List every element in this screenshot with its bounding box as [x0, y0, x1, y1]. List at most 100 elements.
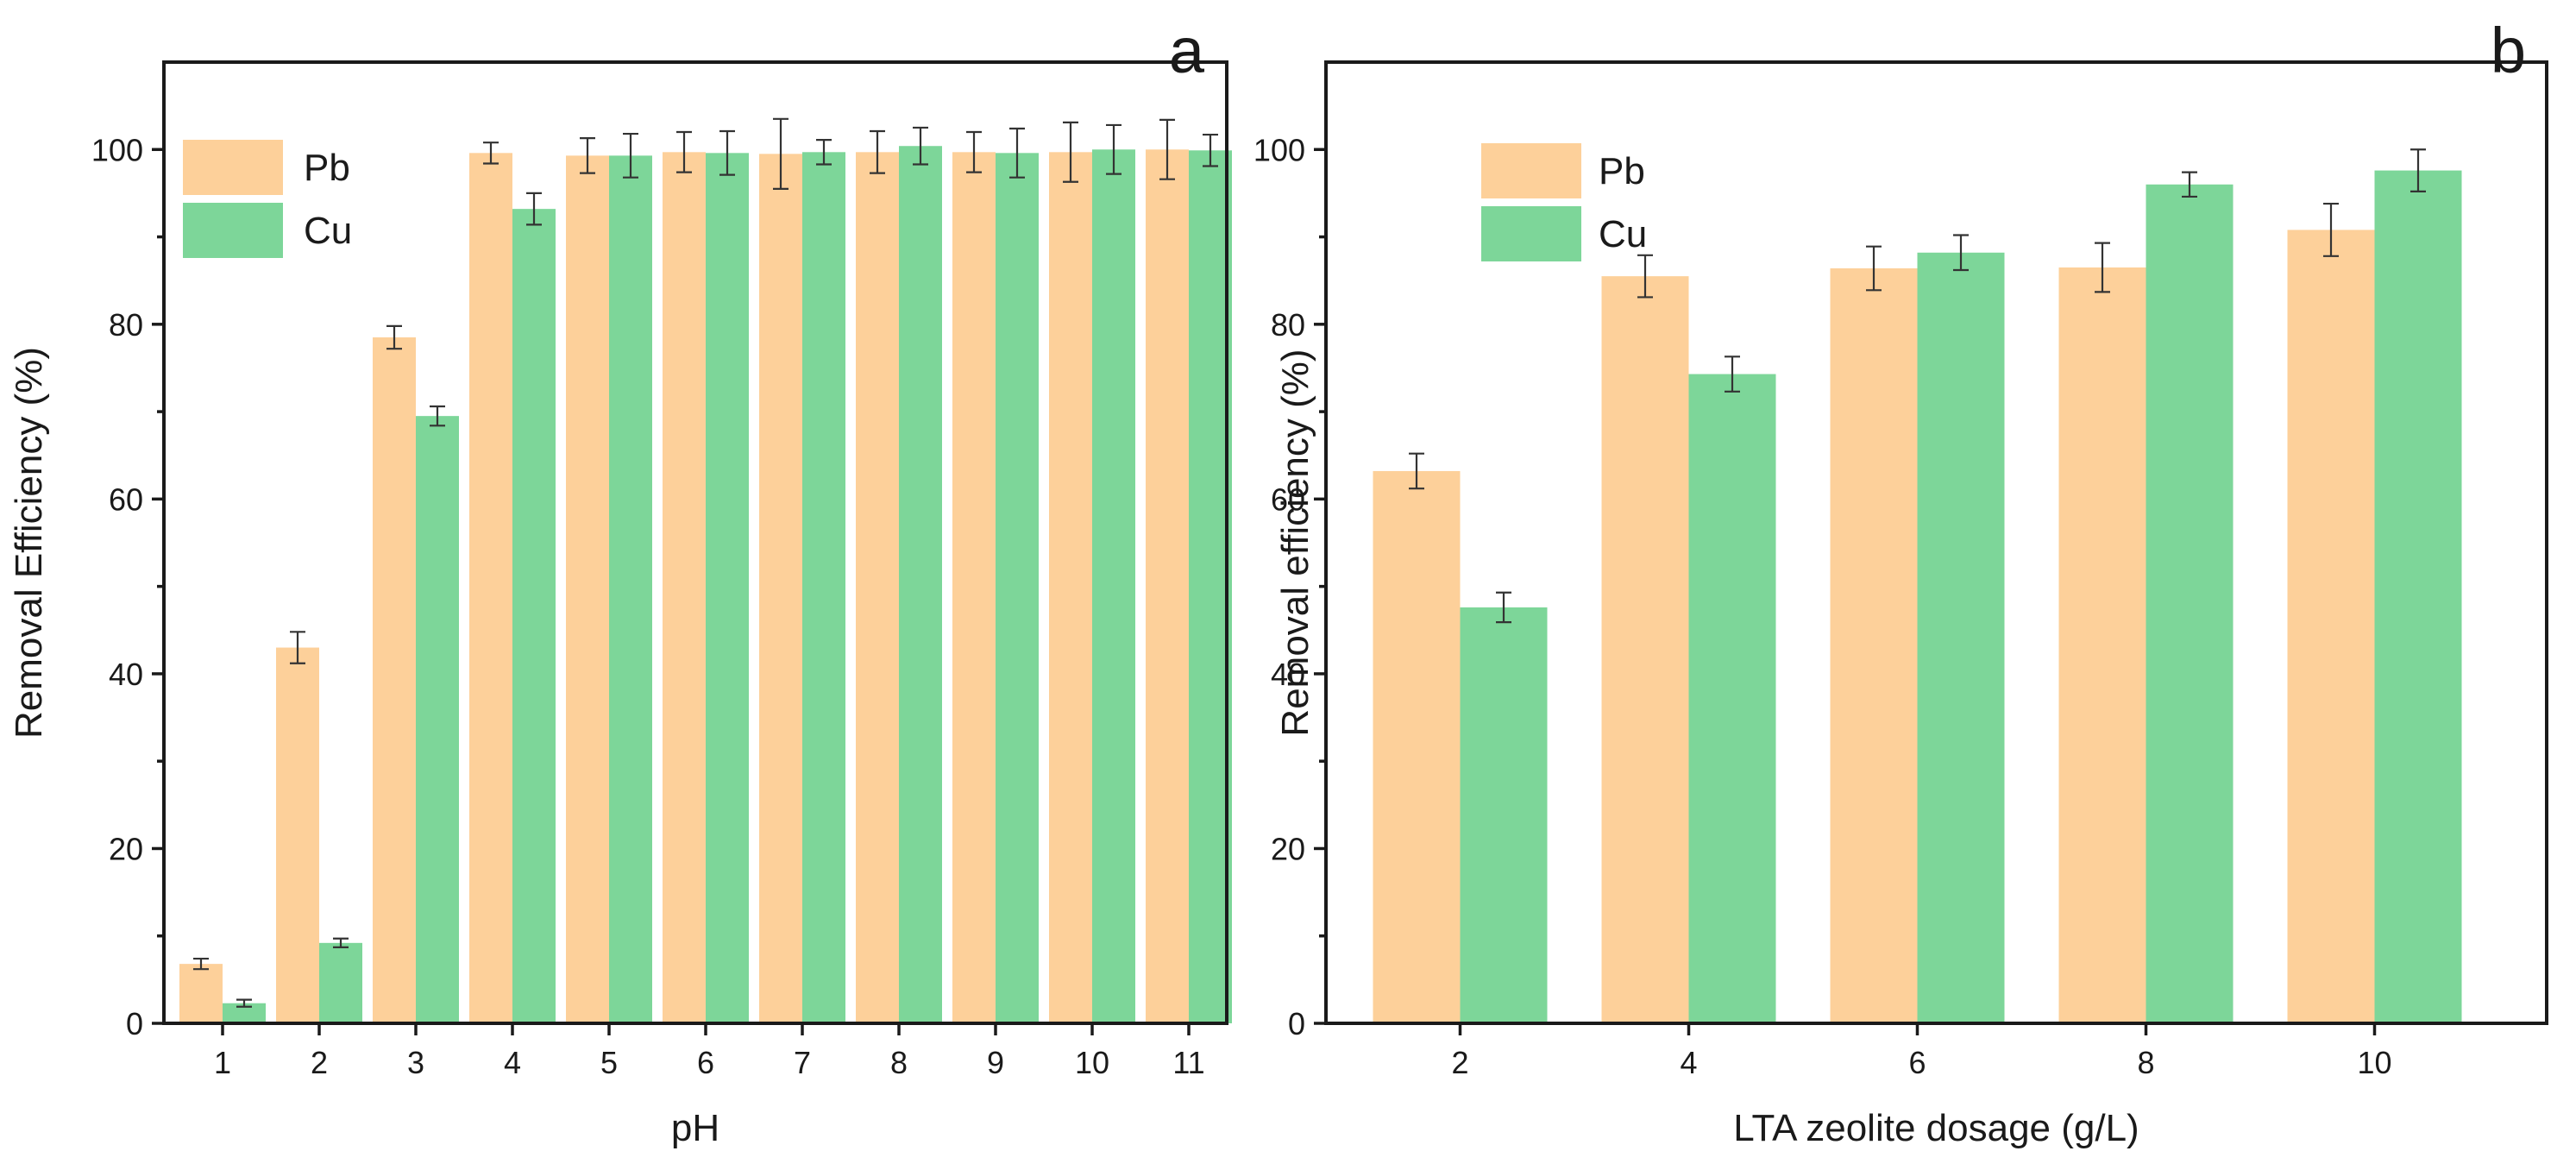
errorbar-a-cu-1	[236, 998, 252, 1008]
bar-a-cu-2	[319, 942, 362, 1023]
xtick-label-a-5: 5	[600, 1045, 618, 1080]
legend-swatch-b-pb	[1481, 143, 1581, 198]
xtick-label-b-8: 8	[2137, 1045, 2154, 1080]
errorbar-a-pb-3	[386, 324, 402, 350]
errorbar-a-pb-6	[676, 130, 692, 173]
bar-a-pb-6	[663, 152, 706, 1023]
ytick-label-a-60: 60	[109, 481, 143, 517]
bar-a-pb-11	[1146, 149, 1189, 1024]
xtick-label-a-6: 6	[697, 1045, 714, 1080]
legend-label-b-pb: Pb	[1599, 150, 1645, 192]
bar-a-cu-3	[416, 416, 459, 1023]
bar-b-pb-8	[2058, 267, 2146, 1023]
ytick-label-a-100: 100	[91, 132, 143, 167]
bar-b-pb-6	[1830, 268, 1918, 1023]
bar-a-pb-7	[759, 154, 802, 1023]
ytick-label-a-80: 80	[109, 307, 143, 343]
bar-b-pb-4	[1601, 276, 1689, 1024]
xtick-label-a-8: 8	[890, 1045, 908, 1080]
xtick-label-a-3: 3	[407, 1045, 424, 1080]
errorbar-a-pb-1	[193, 957, 209, 971]
errorbar-a-cu-7	[816, 139, 832, 166]
bar-a-cu-11	[1189, 150, 1232, 1023]
bar-b-pb-2	[1373, 470, 1461, 1023]
ytick-label-b-100: 100	[1253, 132, 1305, 167]
errorbar-b-pb-6	[1866, 245, 1882, 292]
xtick-label-a-9: 9	[987, 1045, 1004, 1080]
errorbar-b-pb-8	[2095, 242, 2110, 293]
bar-a-cu-9	[996, 153, 1039, 1024]
plot-frame-a	[162, 60, 1228, 1025]
errorbar-b-pb-4	[1637, 254, 1653, 299]
bar-a-pb-10	[1049, 152, 1092, 1023]
xtick-label-b-4: 4	[1680, 1045, 1697, 1080]
errorbar-b-cu-4	[1725, 355, 1740, 393]
ytick-label-b-60: 60	[1271, 481, 1305, 517]
ytick-label-a-20: 20	[109, 831, 143, 866]
errorbar-b-cu-2	[1496, 591, 1511, 624]
plot-frame-b	[1324, 60, 2548, 1025]
chart-panel-b: 0 20 40 60 80 100 2 4 6 8 10 LTA zeolite dosage (g/…	[1253, 15, 2548, 1149]
x-axis-title-b: LTA zeolite dosage (g/L)	[1733, 1107, 2139, 1149]
legend-label-a-cu: Cu	[304, 210, 352, 252]
chart-panel-a: 0 20 40 60 80 100 1 2 3 4 5 6 7 8 9 10 11 pH Removal Effic…	[8, 15, 1232, 1149]
xtick-label-b-10: 10	[2357, 1045, 2391, 1080]
xtick-label-a-11: 11	[1172, 1045, 1204, 1080]
bar-a-cu-10	[1092, 149, 1135, 1024]
ytick-label-b-20: 20	[1271, 831, 1305, 866]
bar-a-cu-8	[899, 146, 942, 1024]
bar-b-pb-10	[2287, 230, 2375, 1024]
errorbar-b-cu-8	[2182, 171, 2197, 198]
legend-swatch-b-cu	[1481, 206, 1581, 261]
ytick-label-b-80: 80	[1271, 307, 1305, 343]
panel-label-b: b	[2491, 15, 2526, 86]
ytick-label-a-0: 0	[126, 1006, 143, 1041]
xtick-label-a-2: 2	[311, 1045, 328, 1080]
bar-a-pb-8	[856, 152, 899, 1023]
errorbar-b-cu-6	[1953, 234, 1969, 272]
errorbar-a-cu-4	[526, 192, 542, 226]
bar-a-pb-2	[276, 647, 319, 1023]
bar-b-cu-6	[1917, 252, 2005, 1023]
y-axis-title-b: Removal efficiency (%)	[1274, 349, 1316, 736]
xtick-label-b-6: 6	[1908, 1045, 1926, 1080]
x-axis-title-a: pH	[671, 1107, 719, 1149]
errorbar-a-pb-7	[773, 117, 789, 190]
errorbar-a-pb-11	[1159, 118, 1175, 180]
errorbar-b-cu-10	[2410, 148, 2426, 192]
errorbar-a-cu-8	[913, 126, 928, 166]
bar-a-pb-4	[469, 153, 512, 1024]
bar-a-pb-1	[179, 964, 223, 1023]
legend-swatch-a-cu	[183, 203, 283, 258]
errorbar-a-cu-10	[1106, 123, 1122, 175]
bar-b-cu-2	[1460, 607, 1548, 1023]
bar-a-pb-9	[952, 152, 996, 1023]
errorbar-a-pb-10	[1063, 121, 1078, 183]
errorbar-a-pb-5	[580, 137, 595, 174]
xtick-label-a-10: 10	[1075, 1045, 1109, 1080]
bar-b-cu-10	[2374, 170, 2462, 1023]
bar-b-cu-4	[1688, 374, 1776, 1023]
y-axis-title-a: Removal Efficiency (%)	[8, 347, 50, 739]
errorbar-a-pb-8	[870, 129, 885, 174]
legend-swatch-a-pb	[183, 140, 283, 195]
bar-a-cu-1	[223, 1003, 266, 1023]
errorbar-b-pb-2	[1409, 452, 1424, 490]
errorbar-a-cu-11	[1203, 133, 1218, 167]
errorbar-a-pb-9	[966, 130, 982, 173]
errorbar-a-pb-2	[290, 631, 305, 664]
ytick-label-b-40: 40	[1271, 657, 1305, 692]
xtick-label-a-7: 7	[794, 1045, 811, 1080]
legend-label-b-cu: Cu	[1599, 213, 1647, 255]
bar-a-cu-6	[706, 153, 749, 1024]
legend-label-a-pb: Pb	[304, 147, 350, 189]
bar-a-cu-5	[609, 155, 652, 1023]
bar-a-pb-3	[373, 337, 416, 1023]
bar-a-cu-7	[802, 152, 845, 1023]
errorbar-a-cu-2	[333, 937, 349, 948]
errorbar-b-pb-10	[2323, 202, 2339, 257]
errorbar-a-cu-5	[623, 132, 638, 179]
panel-label-a: a	[1169, 15, 1205, 86]
bar-b-cu-8	[2146, 184, 2234, 1024]
